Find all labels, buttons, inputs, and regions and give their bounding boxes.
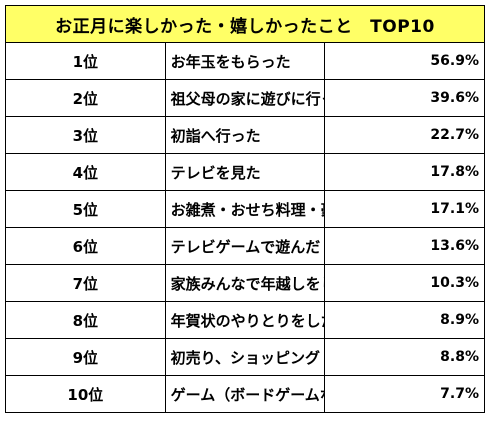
item-cell: 初売り、ショッピング（福袋の購入除く）へ行った bbox=[164, 338, 326, 376]
item-cell: テレビゲームで遊んだ bbox=[164, 227, 326, 265]
percentage-cell: 22.7% bbox=[324, 116, 485, 154]
rank-cell: 1位 bbox=[5, 42, 166, 80]
table-row: 7位 家族みんなで年越しをした 10.3% bbox=[5, 264, 485, 302]
percentage-cell: 56.9% bbox=[324, 42, 485, 80]
item-cell: ゲーム（ボードゲームなど）で遊んだ bbox=[164, 375, 326, 413]
rank-cell: 3位 bbox=[5, 116, 166, 154]
table-row: 9位 初売り、ショッピング（福袋の購入除く）へ行った 8.8% bbox=[5, 338, 485, 376]
table-row: 10位 ゲーム（ボードゲームなど）で遊んだ 7.7% bbox=[5, 375, 485, 413]
table-row: 4位 テレビを見た 17.8% bbox=[5, 153, 485, 191]
rank-cell: 2位 bbox=[5, 79, 166, 117]
item-cell: お年玉をもらった bbox=[164, 42, 326, 80]
rank-cell: 4位 bbox=[5, 153, 166, 191]
rank-cell: 8位 bbox=[5, 301, 166, 339]
item-cell: 家族みんなで年越しをした bbox=[164, 264, 326, 302]
percentage-cell: 39.6% bbox=[324, 79, 485, 117]
percentage-cell: 8.9% bbox=[324, 301, 485, 339]
percentage-cell: 17.1% bbox=[324, 190, 485, 228]
table-title: お正月に楽しかった・嬉しかったこと TOP10 bbox=[5, 5, 485, 43]
title-row: お正月に楽しかった・嬉しかったこと TOP10 bbox=[5, 5, 485, 43]
rank-cell: 6位 bbox=[5, 227, 166, 265]
item-cell: お雑煮・おせち料理・豪華な料理を食べた bbox=[164, 190, 326, 228]
item-cell: テレビを見た bbox=[164, 153, 326, 191]
table-row: 5位 お雑煮・おせち料理・豪華な料理を食べた 17.1% bbox=[5, 190, 485, 228]
table-row: 2位 祖父母の家に遊びに行った 39.6% bbox=[5, 79, 485, 117]
item-cell: 年賀状のやりとりをした bbox=[164, 301, 326, 339]
table-row: 3位 初詣へ行った 22.7% bbox=[5, 116, 485, 154]
item-cell: 祖父母の家に遊びに行った bbox=[164, 79, 326, 117]
rank-cell: 7位 bbox=[5, 264, 166, 302]
table-row: 8位 年賀状のやりとりをした 8.9% bbox=[5, 301, 485, 339]
percentage-cell: 7.7% bbox=[324, 375, 485, 413]
percentage-cell: 10.3% bbox=[324, 264, 485, 302]
rank-cell: 5位 bbox=[5, 190, 166, 228]
table-row: 6位 テレビゲームで遊んだ 13.6% bbox=[5, 227, 485, 265]
table-row: 1位 お年玉をもらった 56.9% bbox=[5, 42, 485, 80]
ranking-table: お正月に楽しかった・嬉しかったこと TOP10 1位 お年玉をもらった 56.9… bbox=[5, 5, 485, 413]
percentage-cell: 13.6% bbox=[324, 227, 485, 265]
rank-cell: 10位 bbox=[5, 375, 166, 413]
percentage-cell: 17.8% bbox=[324, 153, 485, 191]
rank-cell: 9位 bbox=[5, 338, 166, 376]
item-cell: 初詣へ行った bbox=[164, 116, 326, 154]
percentage-cell: 8.8% bbox=[324, 338, 485, 376]
